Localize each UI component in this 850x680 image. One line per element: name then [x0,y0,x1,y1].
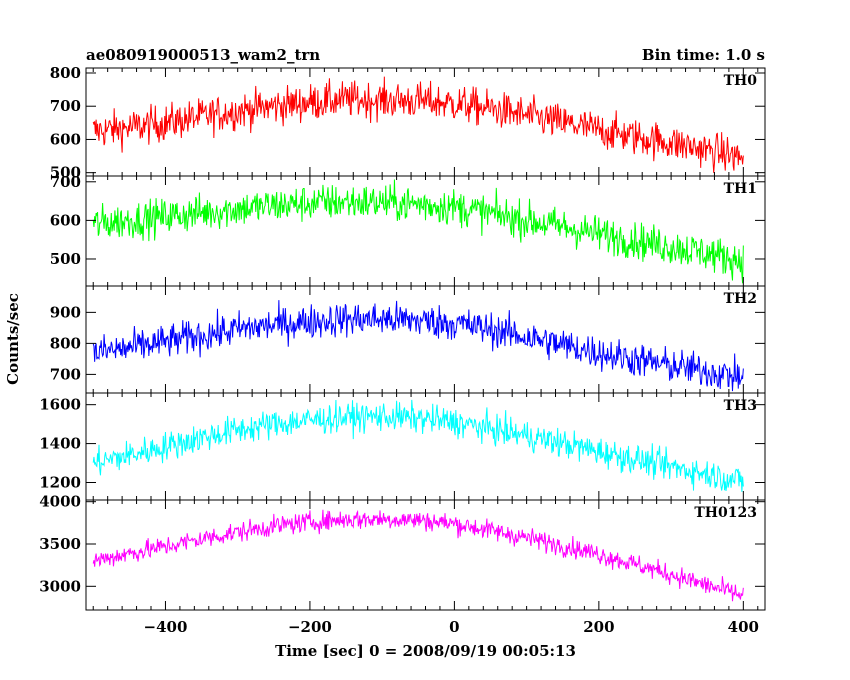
y-axis-title: Counts/sec [4,293,22,385]
y-tick-label: 700 [50,365,81,383]
panel-frame-th0 [85,67,766,177]
panel-frame-th1 [85,175,766,287]
panel-frame-th0123 [85,499,766,611]
panel-label-th2: TH2 [724,291,757,307]
y-tick-label: 1400 [39,435,81,453]
panel-label-th1: TH1 [724,181,757,197]
series-line-th0123 [92,509,744,602]
x-tick-label: 400 [728,618,759,636]
y-tick-label: 1200 [39,473,81,491]
panel-frame-th3 [85,392,766,501]
series-line-th0 [92,76,744,173]
y-tick-label: 800 [50,64,81,82]
y-tick-label: 700 [50,97,81,115]
y-tick-label: 800 [50,334,81,352]
series-line-th3 [92,399,744,492]
y-tick-label: 4000 [39,493,81,511]
x-tick-label: −200 [288,618,332,636]
x-tick-label: −400 [144,618,188,636]
bin-time-label: Bin time: 1.0 s [642,46,765,64]
y-tick-label: 500 [50,164,81,182]
y-tick-label: 3500 [39,535,81,553]
x-tick-label: 200 [583,618,614,636]
x-axis-title: Time [sec] 0 = 2008/09/19 00:05:13 [275,642,576,660]
y-tick-label: 700 [50,173,81,191]
y-tick-label: 900 [50,303,81,321]
y-tick-label: 1600 [39,396,81,414]
y-tick-label: 500 [50,250,81,268]
series-line-th2 [92,300,744,392]
x-tick-label: 0 [449,618,459,636]
y-tick-label: 600 [50,130,81,148]
panel-label-th3: TH3 [724,398,757,414]
chart-title: ae080919000513_wam2_trn [86,46,320,64]
series-line-th1 [92,179,744,284]
panel-label-th0123: TH0123 [694,505,757,521]
y-tick-label: 3000 [39,577,81,595]
panel-label-th0: TH0 [724,73,758,89]
y-tick-label: 600 [50,211,81,229]
